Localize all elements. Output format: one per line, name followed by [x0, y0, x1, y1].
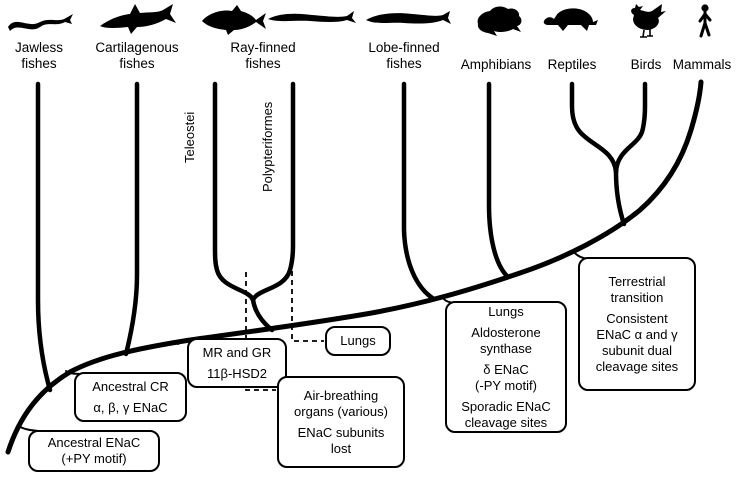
ray-finned-stem-line	[250, 297, 275, 333]
frog-icon	[477, 6, 522, 37]
annotation-line: transition	[610, 289, 664, 305]
annotation-line: Lungs	[488, 303, 524, 319]
bird-icon	[631, 4, 666, 30]
annotation-line: subunit dual	[601, 342, 673, 358]
lobe-finned-branch-line	[401, 81, 437, 302]
taxon-line: fishes	[245, 56, 281, 71]
annotation-terrestrial-transition: Terrestrial transition Consistent ENaC α…	[578, 257, 696, 391]
annotation-line: 11β-HSD2	[207, 365, 267, 381]
taxon-line: fishes	[21, 56, 57, 71]
taxon-line: Amphibians	[460, 57, 532, 72]
taxon-label-amphibians: Amphibians	[451, 57, 541, 73]
annotation-line: Lungs	[340, 333, 376, 348]
taxon-label-lobe-finned-fishes: Lobe-finned fishes	[355, 40, 453, 72]
taxon-line: fishes	[386, 56, 422, 71]
annotation-line: (-PY motif)	[475, 377, 537, 393]
annotation-line: ENaC subunits	[297, 424, 385, 440]
annotation-mr-gr: MR and GR 11β-HSD2	[187, 338, 287, 388]
annotation-air-breathing: Air-breathing organs (various) ENaC subu…	[277, 376, 405, 468]
annotation-tetrapod-innovations: Lungs Aldosterone synthase δ ENaC (-PY m…	[445, 301, 567, 433]
annotation-line: cleavage sites	[595, 358, 679, 374]
annotation-line: Ancestral ENaC	[47, 435, 141, 450]
annotation-ancestral-cr: Ancestral CR α, β, γ ENaC	[74, 372, 187, 422]
jawless-branch-line	[35, 81, 53, 393]
annotation-line: δ ENaC	[483, 361, 529, 377]
annotation-line: Ancestral CR	[92, 378, 169, 394]
annotation-line: α, β, γ ENaC	[93, 399, 168, 415]
polypteriformes-branch-line	[250, 81, 296, 303]
annotation-line: Consistent	[606, 310, 668, 326]
annotation-line: organs (various)	[294, 403, 388, 419]
annotation-line: cleavage sites	[464, 414, 548, 430]
annotation-ancestral-enac: Ancestral ENaC (+PY motif)	[28, 430, 160, 472]
taxon-line: fishes	[119, 56, 155, 71]
taxon-line: Ray-finned	[230, 40, 296, 55]
annotation-line: MR and GR	[202, 344, 272, 360]
teleostei-branch-line	[212, 81, 256, 303]
turtle-icon	[543, 8, 598, 31]
human-icon	[698, 4, 712, 38]
branch-label-polypteriformes: Polypteriformes	[260, 101, 275, 192]
taxon-line: Mammals	[672, 57, 732, 72]
taxon-line: Reptiles	[547, 57, 597, 72]
jawless-fish-icon	[8, 14, 73, 31]
lobe-finned-fish-icon	[366, 11, 451, 24]
branch-label-teleostei: Teleostei	[182, 111, 197, 163]
taxon-label-mammals: Mammals	[668, 57, 736, 73]
taxon-label-birds: Birds	[616, 57, 676, 73]
taxon-line: Cartilagenous	[95, 40, 179, 55]
reptile-bird-stem-line	[613, 169, 627, 227]
taxon-label-jawless-fishes: Jawless fishes	[0, 40, 78, 72]
taxon-line: Jawless	[14, 40, 63, 55]
annotation-line: Sporadic ENaC	[461, 398, 551, 414]
bird-branch-line	[613, 81, 648, 175]
annotation-line: lost	[330, 440, 352, 456]
annotation-line: Aldosterone	[471, 324, 541, 340]
annotation-line: synthase	[479, 340, 533, 356]
shark-icon	[100, 4, 176, 34]
annotation-line: ENaC α and γ	[596, 326, 678, 342]
annotation-lungs-polypteriformes: Lungs	[325, 326, 391, 356]
cartilagenous-branch-line	[123, 81, 140, 357]
annotation-line: (+PY motif)	[61, 451, 127, 466]
ray-finned-fish-icon	[202, 5, 266, 35]
annotation-line: Terrestrial	[608, 273, 666, 289]
main-trunk-line	[5, 79, 704, 455]
taxon-label-ray-finned-fishes: Ray-finned fishes	[214, 40, 312, 72]
annotation-line: Air-breathing	[303, 387, 379, 403]
taxon-line: Lobe-finned	[368, 40, 440, 55]
teleostei-dashed-connector	[245, 272, 276, 391]
bird-legs-icon	[640, 29, 653, 38]
polypteriformes-dashed-connector	[291, 262, 324, 342]
taxon-line: Birds	[630, 57, 662, 72]
amphibian-branch-line	[486, 81, 511, 280]
taxon-label-reptiles: Reptiles	[532, 57, 612, 73]
polypteriform-fish-icon	[268, 11, 356, 23]
reptile-branch-line	[569, 81, 619, 175]
taxon-label-cartilagenous-fishes: Cartilagenous fishes	[80, 40, 194, 72]
